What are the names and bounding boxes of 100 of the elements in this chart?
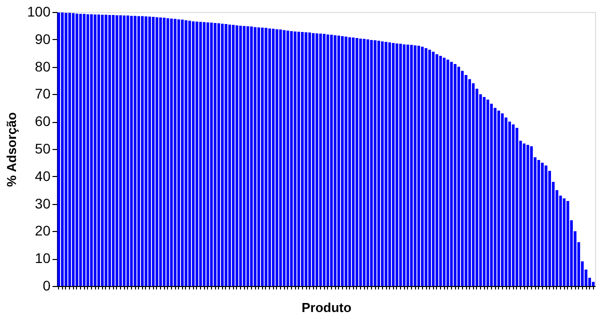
bar [217, 23, 220, 286]
bar [272, 28, 275, 286]
bar [414, 45, 416, 286]
bar [126, 16, 130, 286]
bar [490, 104, 493, 286]
y-tick-label: 20 [34, 222, 51, 239]
y-tick-label: 60 [34, 113, 51, 130]
bar [76, 14, 78, 286]
bar [348, 37, 351, 286]
bar [356, 38, 358, 286]
bar [392, 42, 395, 286]
y-tick-label: 40 [34, 168, 51, 184]
bar [359, 38, 362, 286]
bar [381, 41, 384, 286]
bar [148, 16, 151, 286]
bar [410, 44, 413, 286]
bar [236, 25, 238, 286]
y-tick-label: 80 [34, 58, 51, 74]
bar [181, 20, 184, 286]
bar [242, 26, 246, 286]
bar [530, 146, 533, 286]
bar [264, 28, 268, 286]
y-tick-label: 30 [34, 195, 51, 212]
bar [162, 18, 166, 286]
bar [457, 66, 460, 286]
bar [486, 100, 490, 286]
bar [221, 24, 224, 286]
bar [282, 30, 286, 286]
bar [370, 40, 373, 286]
bar [362, 38, 366, 286]
bar [472, 83, 475, 286]
x-axis-title: Produto [302, 300, 352, 315]
bar [130, 16, 133, 286]
bar [294, 31, 296, 286]
bar [257, 27, 260, 286]
bar [224, 24, 228, 286]
bar [297, 32, 300, 286]
bar [79, 14, 82, 286]
bar [461, 70, 464, 286]
bar [497, 110, 500, 286]
bar [268, 28, 271, 286]
bar [374, 40, 376, 286]
bar [406, 44, 410, 286]
y-axis-title: % Adsorção [4, 112, 20, 187]
bar [141, 16, 144, 286]
bar [206, 22, 210, 286]
bar [428, 50, 431, 286]
bar [137, 16, 140, 286]
y-tick-label: 50 [34, 140, 51, 156]
bar [344, 36, 348, 286]
bar [446, 60, 450, 286]
bar [304, 32, 308, 286]
bar [72, 13, 75, 286]
bar [184, 20, 188, 286]
bar [432, 52, 435, 286]
bar [341, 36, 344, 286]
bar [228, 24, 231, 286]
bar [436, 54, 438, 286]
bar [504, 117, 508, 286]
bar [276, 29, 278, 286]
bar [562, 198, 566, 286]
bar [468, 79, 471, 286]
bar [210, 22, 213, 286]
bar [301, 32, 304, 286]
bar [159, 17, 162, 286]
bar [94, 14, 96, 286]
bar [544, 165, 548, 286]
bar [366, 39, 370, 286]
bar [61, 12, 64, 286]
bar [199, 22, 202, 286]
bar [402, 44, 406, 286]
bar [454, 64, 456, 286]
bar [439, 56, 442, 286]
bar [501, 113, 504, 286]
bar [424, 48, 428, 286]
y-tick-label: 90 [34, 30, 51, 47]
bar [326, 34, 330, 286]
bar [337, 36, 340, 286]
bar [526, 144, 530, 286]
bar [82, 14, 86, 286]
bar [442, 58, 446, 286]
bar [68, 12, 71, 286]
bar [239, 26, 242, 286]
bar [512, 124, 515, 286]
bar [290, 31, 293, 286]
bar [104, 14, 108, 286]
bar [330, 34, 333, 286]
bar [566, 201, 570, 286]
bar [188, 20, 191, 286]
bar [537, 160, 540, 286]
bar [134, 16, 136, 286]
bar [508, 122, 511, 286]
bar [279, 30, 282, 286]
y-tick-label: 70 [34, 86, 51, 102]
bar [312, 33, 315, 286]
bar [522, 144, 526, 286]
bar [250, 26, 253, 286]
bar [90, 14, 93, 286]
bar [399, 44, 402, 286]
bar [388, 42, 391, 286]
